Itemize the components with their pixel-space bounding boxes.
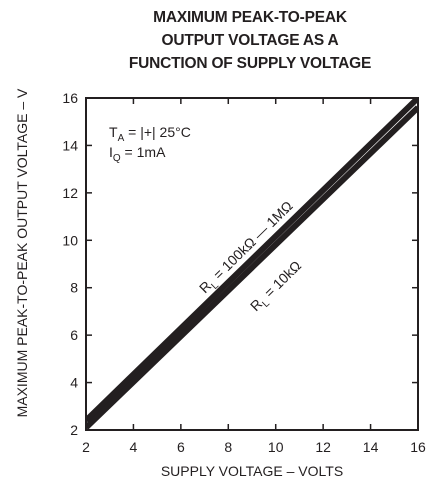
chart-title-line-1: MAXIMUM PEAK-TO-PEAK: [153, 9, 347, 26]
y-tick-label: 10: [62, 232, 78, 248]
x-tick-label: 14: [363, 439, 379, 455]
x-tick-label: 8: [224, 439, 232, 455]
x-tick-label: 16: [410, 439, 426, 455]
y-tick-label: 16: [62, 90, 78, 106]
y-tick-label: 4: [70, 375, 78, 391]
series-group: [86, 98, 418, 430]
annotation-iq: IQ = 1mA: [109, 144, 166, 164]
chart-title-line-3: FUNCTION OF SUPPLY VOLTAGE: [128, 55, 372, 72]
annotation-ta: TA = |+| 25°C: [109, 124, 191, 144]
y-tick-label: 6: [70, 327, 78, 343]
series-line-10k-load: [86, 105, 418, 430]
x-tick-label: 2: [82, 439, 90, 455]
label-group: 2 4 6 8 10 12 14 16 2 4 6 8 10 12 14 16: [62, 90, 426, 455]
y-tick-label: 8: [70, 280, 78, 296]
y-tick-label: 2: [70, 422, 78, 438]
y-axis-label: MAXIMUM PEAK-TO-PEAK OUTPUT VOLTAGE – V: [14, 88, 30, 417]
plot-frame: [85, 97, 419, 431]
x-tick-label: 4: [130, 439, 138, 455]
y-tick-label: 12: [62, 185, 78, 201]
x-tick-label: 12: [315, 439, 331, 455]
x-axis-label: SUPPLY VOLTAGE – VOLTS: [161, 463, 343, 479]
x-tick-label: 6: [177, 439, 185, 455]
y-tick-label: 14: [62, 137, 78, 153]
chart-title: MAXIMUM PEAK-TO-PEAK OUTPUT VOLTAGE AS A…: [80, 6, 420, 75]
x-tick-label: 10: [268, 439, 284, 455]
chart-title-line-2: OUTPUT VOLTAGE AS A: [161, 32, 339, 49]
tick-group: [86, 98, 418, 430]
series-line-high-load: [86, 98, 418, 423]
